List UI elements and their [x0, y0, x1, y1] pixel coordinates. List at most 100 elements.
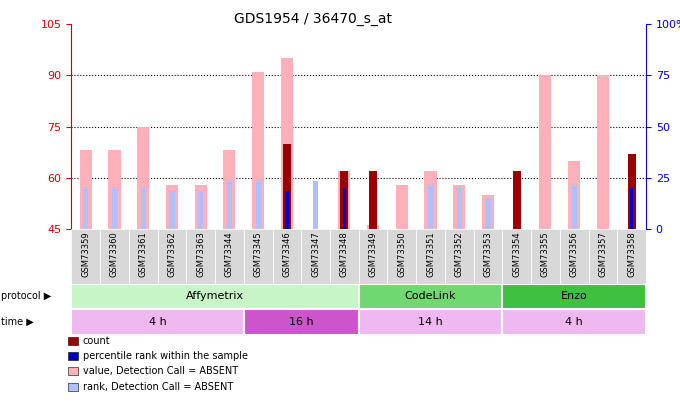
Text: GSM73353: GSM73353: [483, 232, 492, 277]
Bar: [283, 144, 291, 229]
Bar: [243, 229, 273, 284]
Bar: [568, 161, 580, 229]
Text: GSM73357: GSM73357: [598, 232, 607, 277]
Text: GSM73346: GSM73346: [282, 232, 291, 277]
Bar: [285, 191, 288, 229]
Bar: [71, 309, 243, 335]
Bar: [359, 284, 503, 309]
Bar: [71, 284, 359, 309]
Text: GSM73349: GSM73349: [369, 232, 377, 277]
Text: GDS1954 / 36470_s_at: GDS1954 / 36470_s_at: [234, 12, 392, 26]
Bar: [416, 229, 445, 284]
Bar: [129, 229, 158, 284]
Bar: [589, 229, 617, 284]
Bar: [243, 309, 359, 335]
Bar: [388, 229, 416, 284]
Text: CodeLink: CodeLink: [405, 291, 456, 301]
Text: protocol ▶: protocol ▶: [1, 291, 52, 301]
Bar: [445, 229, 474, 284]
Bar: [396, 185, 408, 229]
Text: GSM73362: GSM73362: [167, 232, 176, 277]
Bar: [628, 154, 636, 229]
Text: 4 h: 4 h: [149, 317, 167, 327]
Text: GSM73358: GSM73358: [627, 232, 636, 277]
Bar: [343, 188, 346, 229]
Bar: [166, 185, 178, 229]
Bar: [474, 229, 503, 284]
Bar: [194, 185, 207, 229]
Bar: [428, 185, 433, 229]
Text: GSM73361: GSM73361: [139, 232, 148, 277]
Bar: [71, 229, 100, 284]
Bar: [273, 229, 301, 284]
Text: count: count: [83, 336, 111, 345]
Bar: [359, 229, 388, 284]
Bar: [301, 229, 330, 284]
Text: value, Detection Call = ABSENT: value, Detection Call = ABSENT: [83, 367, 238, 376]
Bar: [367, 226, 379, 229]
Bar: [112, 188, 117, 229]
Bar: [572, 185, 577, 229]
Text: 16 h: 16 h: [289, 317, 313, 327]
Bar: [342, 188, 347, 229]
Bar: [482, 195, 494, 229]
Text: GSM73351: GSM73351: [426, 232, 435, 277]
Bar: [227, 181, 232, 229]
Bar: [252, 72, 264, 229]
Bar: [186, 229, 215, 284]
Bar: [224, 150, 235, 229]
Text: 14 h: 14 h: [418, 317, 443, 327]
Bar: [617, 229, 646, 284]
Bar: [503, 229, 531, 284]
Text: time ▶: time ▶: [1, 317, 34, 327]
Text: GSM73359: GSM73359: [82, 232, 90, 277]
Text: rank, Detection Call = ABSENT: rank, Detection Call = ABSENT: [83, 382, 233, 392]
Bar: [83, 188, 88, 229]
Bar: [109, 150, 120, 229]
Text: GSM73347: GSM73347: [311, 232, 320, 277]
Bar: [80, 150, 92, 229]
Bar: [560, 229, 589, 284]
Bar: [330, 229, 359, 284]
Text: Enzo: Enzo: [561, 291, 588, 301]
Bar: [256, 181, 260, 229]
Bar: [137, 126, 149, 229]
Bar: [630, 188, 633, 229]
Bar: [281, 58, 293, 229]
Bar: [597, 75, 609, 229]
Bar: [503, 284, 646, 309]
Text: GSM73350: GSM73350: [397, 232, 406, 277]
Text: GSM73345: GSM73345: [254, 232, 262, 277]
Bar: [369, 171, 377, 229]
Bar: [141, 188, 146, 229]
Text: GSM73355: GSM73355: [541, 232, 550, 277]
Bar: [158, 229, 186, 284]
Bar: [215, 229, 244, 284]
Bar: [169, 191, 175, 229]
Text: GSM73363: GSM73363: [197, 232, 205, 277]
Bar: [313, 181, 318, 229]
Text: GSM73354: GSM73354: [512, 232, 521, 277]
Text: GSM73360: GSM73360: [110, 232, 119, 277]
Text: Affymetrix: Affymetrix: [186, 291, 244, 301]
Bar: [629, 188, 634, 229]
Bar: [531, 229, 560, 284]
Bar: [454, 185, 465, 229]
Text: GSM73348: GSM73348: [340, 232, 349, 277]
Bar: [539, 75, 551, 229]
Bar: [513, 171, 521, 229]
Text: percentile rank within the sample: percentile rank within the sample: [83, 351, 248, 361]
Bar: [424, 171, 437, 229]
Text: GSM73356: GSM73356: [570, 232, 579, 277]
Bar: [359, 309, 503, 335]
Bar: [340, 171, 348, 229]
Bar: [457, 188, 462, 229]
Bar: [100, 229, 129, 284]
Bar: [486, 198, 490, 229]
Bar: [198, 191, 203, 229]
Text: 4 h: 4 h: [565, 317, 583, 327]
Text: GSM73344: GSM73344: [225, 232, 234, 277]
Bar: [503, 309, 646, 335]
Text: GSM73352: GSM73352: [455, 232, 464, 277]
Bar: [339, 171, 350, 229]
